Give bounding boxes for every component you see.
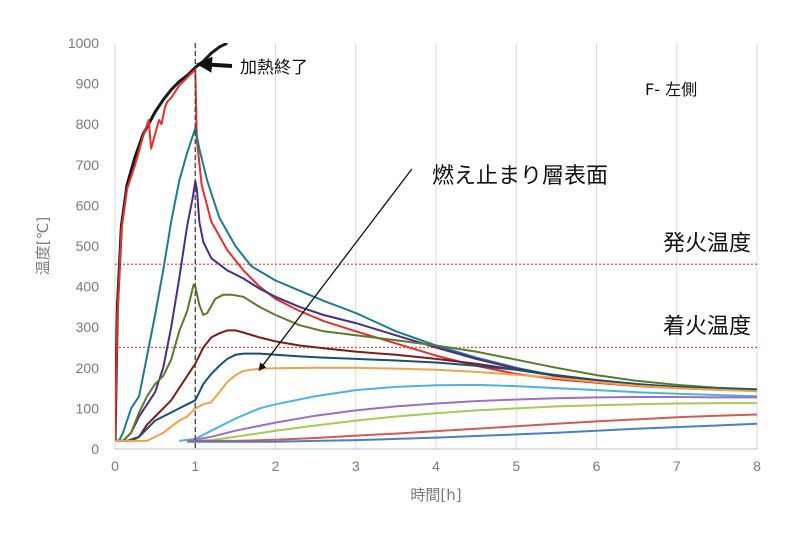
x-tick-label: 5 bbox=[512, 458, 520, 474]
series-line bbox=[115, 283, 757, 442]
series-line bbox=[187, 413, 757, 442]
y-tick-label: 1000 bbox=[68, 35, 99, 51]
x-tick-label: 2 bbox=[272, 458, 280, 474]
x-tick-label: 7 bbox=[673, 458, 681, 474]
y-tick-label: 800 bbox=[76, 116, 100, 132]
x-tick-label: 4 bbox=[432, 458, 440, 474]
series-line bbox=[179, 383, 757, 442]
markers bbox=[194, 43, 233, 449]
y-tick-label: 0 bbox=[91, 441, 99, 457]
reference-line-label: 着火温度 bbox=[663, 315, 751, 340]
y-tick-label: 400 bbox=[76, 279, 100, 295]
series-line bbox=[115, 366, 757, 442]
x-axis-title: 時間[h] bbox=[410, 486, 461, 504]
y-tick-label: 700 bbox=[76, 157, 100, 173]
annotation-arrow bbox=[258, 168, 413, 372]
y-axis-title: 温度[℃] bbox=[34, 217, 52, 276]
heating-end-arrow bbox=[196, 56, 233, 73]
y-tick-label: 600 bbox=[76, 197, 100, 213]
x-tick-label: 0 bbox=[111, 458, 119, 474]
y-tick-label: 100 bbox=[76, 400, 100, 416]
x-tick-label: 8 bbox=[753, 458, 761, 474]
y-tick-label: 900 bbox=[76, 76, 100, 92]
series-line bbox=[187, 396, 757, 442]
heating-end-label: 加熱終了 bbox=[240, 58, 308, 78]
reference-line-label: 発火温度 bbox=[663, 231, 751, 256]
series-line bbox=[187, 422, 757, 443]
tick-labels: 0 1 2 3 4 5 6 7 8 0 100 200 300 400 500 600 700 800 900 100… bbox=[68, 35, 761, 474]
y-tick-label: 300 bbox=[76, 319, 100, 335]
series-line bbox=[115, 352, 757, 442]
y-tick-label: 500 bbox=[76, 238, 100, 254]
x-tick-label: 6 bbox=[593, 458, 601, 474]
x-tick-label: 1 bbox=[191, 458, 199, 474]
y-tick-label: 200 bbox=[76, 360, 100, 376]
series-line bbox=[115, 43, 228, 441]
series-line bbox=[187, 402, 757, 442]
panel-label: F- 左側 bbox=[645, 80, 697, 99]
annotation-label: 燃え止まり層表面 bbox=[432, 164, 608, 189]
x-tick-label: 3 bbox=[352, 458, 360, 474]
